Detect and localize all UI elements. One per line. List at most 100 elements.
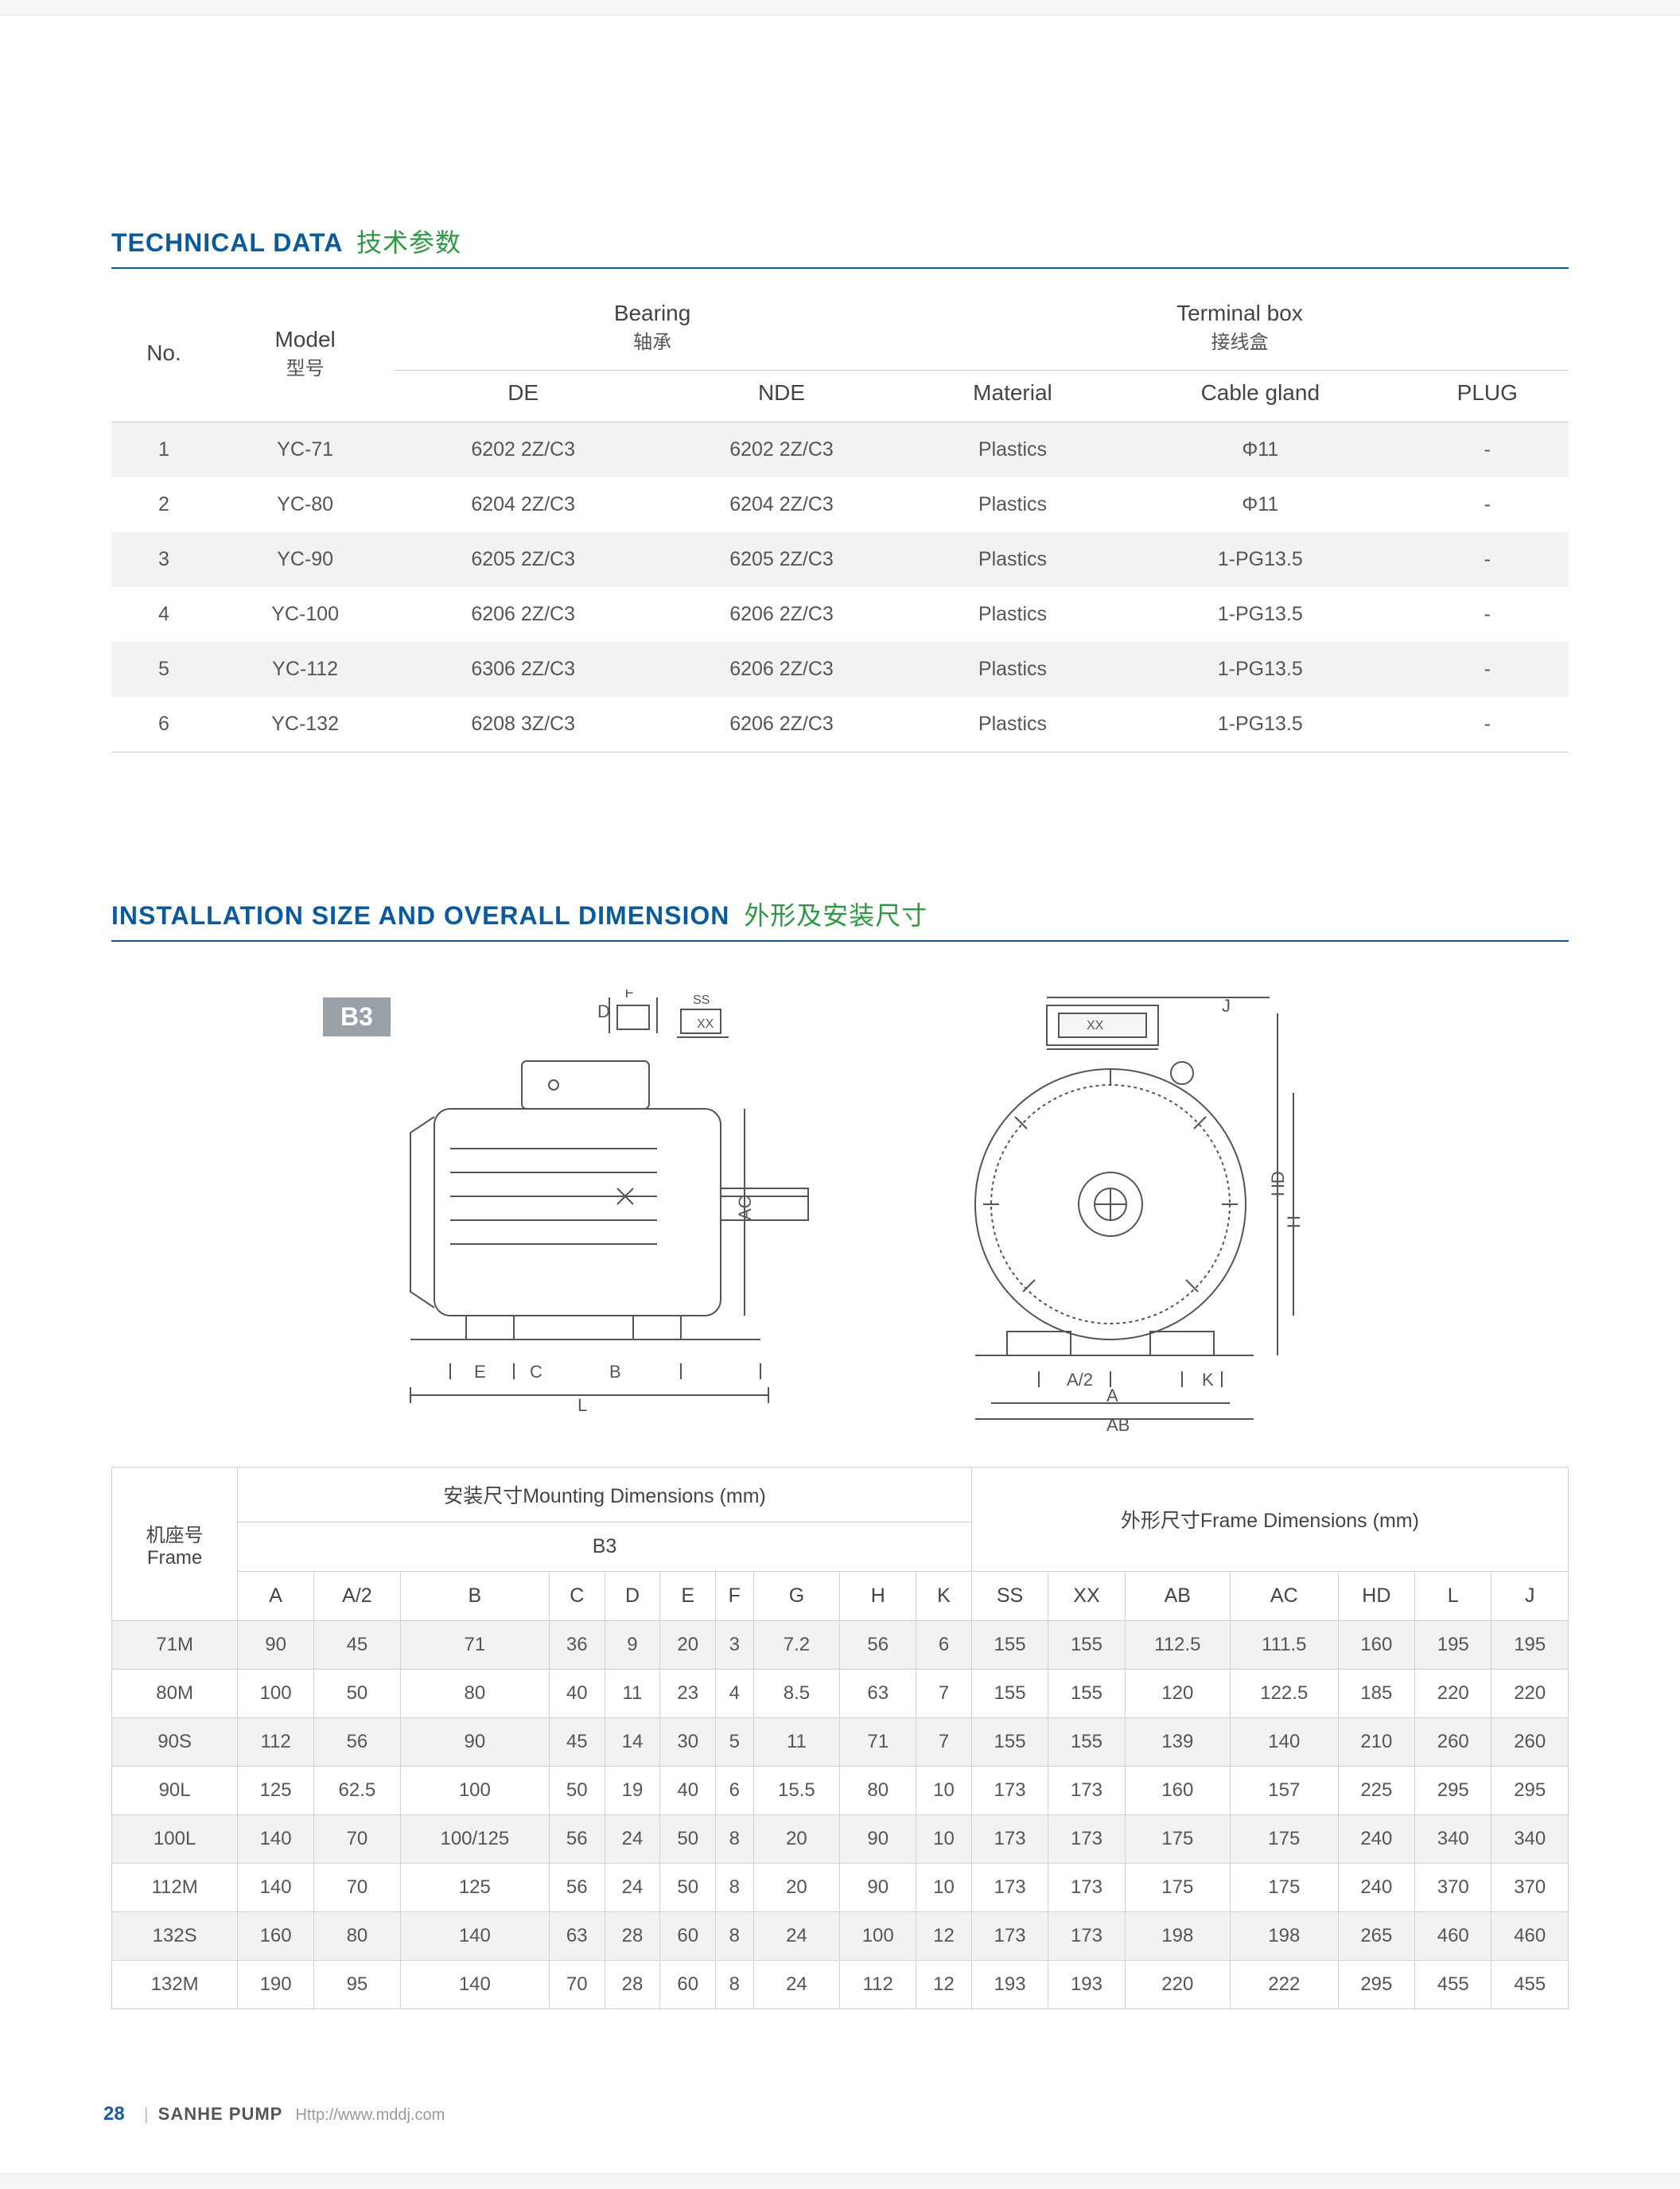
col-cable: Cable gland bbox=[1114, 371, 1406, 422]
cell: 195 bbox=[1491, 1621, 1569, 1670]
cell: 6206 2Z/C3 bbox=[652, 697, 911, 752]
table-row: 112M140701255624508209010173173175175240… bbox=[112, 1864, 1569, 1912]
b3-badge: B3 bbox=[323, 997, 391, 1036]
col-J: J bbox=[1491, 1572, 1569, 1621]
cell: 71 bbox=[400, 1621, 549, 1670]
cell: Plastics bbox=[911, 532, 1114, 587]
cell: 6206 2Z/C3 bbox=[394, 587, 652, 642]
col-B: B bbox=[400, 1572, 549, 1621]
table-row: 90L12562.5100501940615.58010173173160157… bbox=[112, 1767, 1569, 1815]
cell: 56 bbox=[549, 1815, 605, 1864]
cell: 45 bbox=[549, 1718, 605, 1767]
cell: YC-112 bbox=[216, 642, 394, 697]
col-SS: SS bbox=[971, 1572, 1048, 1621]
cell: 5 bbox=[111, 642, 216, 697]
cell: 30 bbox=[660, 1718, 716, 1767]
cell: 195 bbox=[1415, 1621, 1491, 1670]
svg-text:D: D bbox=[597, 1001, 610, 1021]
cell: 56 bbox=[840, 1621, 916, 1670]
cell: 173 bbox=[1048, 1815, 1125, 1864]
diagram-area: B3 F XX SS bbox=[111, 990, 1569, 1435]
cell: 198 bbox=[1125, 1912, 1230, 1961]
cell: 3 bbox=[111, 532, 216, 587]
cell: - bbox=[1406, 587, 1569, 642]
cell: YC-71 bbox=[216, 422, 394, 478]
cell: 155 bbox=[1048, 1670, 1125, 1718]
cell: 20 bbox=[753, 1815, 840, 1864]
cell: 90 bbox=[840, 1864, 916, 1912]
cell: 8 bbox=[716, 1864, 753, 1912]
cell: 112 bbox=[238, 1718, 314, 1767]
cell: 9 bbox=[605, 1621, 660, 1670]
cell: Plastics bbox=[911, 422, 1114, 478]
cell: 6306 2Z/C3 bbox=[394, 642, 652, 697]
cell: 455 bbox=[1491, 1961, 1569, 2009]
cell: 460 bbox=[1491, 1912, 1569, 1961]
cell: 6206 2Z/C3 bbox=[652, 642, 911, 697]
svg-text:A: A bbox=[1106, 1386, 1118, 1406]
cell: 8.5 bbox=[753, 1670, 840, 1718]
cell: 295 bbox=[1491, 1767, 1569, 1815]
col-frame: 机座号 Frame bbox=[112, 1468, 238, 1621]
cell: 5 bbox=[716, 1718, 753, 1767]
footer-brand: SANHE PUMP bbox=[158, 2104, 283, 2124]
cell: 70 bbox=[314, 1815, 401, 1864]
col-E: E bbox=[660, 1572, 716, 1621]
cell: 140 bbox=[238, 1815, 314, 1864]
cell: 71 bbox=[840, 1718, 916, 1767]
col-A-2: A/2 bbox=[314, 1572, 401, 1621]
cell: 260 bbox=[1415, 1718, 1491, 1767]
cell: 6205 2Z/C3 bbox=[652, 532, 911, 587]
cell: 1-PG13.5 bbox=[1114, 697, 1406, 752]
col-de: DE bbox=[394, 371, 652, 422]
col-HD: HD bbox=[1338, 1572, 1414, 1621]
cell: 1-PG13.5 bbox=[1114, 587, 1406, 642]
cell: 4 bbox=[111, 587, 216, 642]
cell: 56 bbox=[314, 1718, 401, 1767]
table-row: 80M100508040112348.5637155155120122.5185… bbox=[112, 1670, 1569, 1718]
cell: Φ11 bbox=[1114, 422, 1406, 478]
svg-text:L: L bbox=[578, 1395, 587, 1415]
svg-text:J: J bbox=[1222, 996, 1231, 1016]
cell: 140 bbox=[1230, 1718, 1338, 1767]
cell: 8 bbox=[716, 1961, 753, 2009]
svg-text:AC: AC bbox=[735, 1196, 755, 1220]
cell: 460 bbox=[1415, 1912, 1491, 1961]
cell: 28 bbox=[605, 1912, 660, 1961]
col-frame-dim: 外形尺寸Frame Dimensions (mm) bbox=[971, 1468, 1568, 1572]
cell: 6204 2Z/C3 bbox=[652, 477, 911, 532]
col-plug: PLUG bbox=[1406, 371, 1569, 422]
cell: - bbox=[1406, 422, 1569, 478]
cell: 70 bbox=[314, 1864, 401, 1912]
col-XX: XX bbox=[1048, 1572, 1125, 1621]
cell: 6 bbox=[716, 1767, 753, 1815]
motor-side-view: F XX SS bbox=[315, 990, 856, 1435]
table-row: 1YC-716202 2Z/C36202 2Z/C3PlasticsΦ11- bbox=[111, 422, 1569, 478]
cell: Plastics bbox=[911, 697, 1114, 752]
col-A: A bbox=[238, 1572, 314, 1621]
dimensions-table: 机座号 Frame 安装尺寸Mounting Dimensions (mm) 外… bbox=[111, 1467, 1569, 2009]
cell: 173 bbox=[1048, 1767, 1125, 1815]
cell: 80 bbox=[840, 1767, 916, 1815]
cell: 60 bbox=[660, 1961, 716, 2009]
cell: 6202 2Z/C3 bbox=[652, 422, 911, 478]
cell: 340 bbox=[1491, 1815, 1569, 1864]
installation-heading: INSTALLATION SIZE AND OVERALL DIMENSION … bbox=[111, 896, 1569, 942]
col-G: G bbox=[753, 1572, 840, 1621]
technical-data-table: No. Model 型号 Bearing 轴承 Terminal box 接线盒… bbox=[111, 285, 1569, 752]
cell-frame: 90S bbox=[112, 1718, 238, 1767]
cell: 90 bbox=[238, 1621, 314, 1670]
cell: 2 bbox=[111, 477, 216, 532]
cell: 112.5 bbox=[1125, 1621, 1230, 1670]
cell: 24 bbox=[753, 1912, 840, 1961]
heading-en: TECHNICAL DATA bbox=[111, 228, 342, 257]
cell: 220 bbox=[1491, 1670, 1569, 1718]
svg-text:C: C bbox=[530, 1362, 542, 1382]
svg-text:AB: AB bbox=[1106, 1415, 1130, 1435]
cell: 63 bbox=[549, 1912, 605, 1961]
cell: 45 bbox=[314, 1621, 401, 1670]
page-footer: 28 | SANHE PUMP Http://www.mddj.com bbox=[103, 2103, 445, 2125]
cell: 24 bbox=[605, 1815, 660, 1864]
col-material: Material bbox=[911, 371, 1114, 422]
table-row: 3YC-906205 2Z/C36205 2Z/C3Plastics1-PG13… bbox=[111, 532, 1569, 587]
